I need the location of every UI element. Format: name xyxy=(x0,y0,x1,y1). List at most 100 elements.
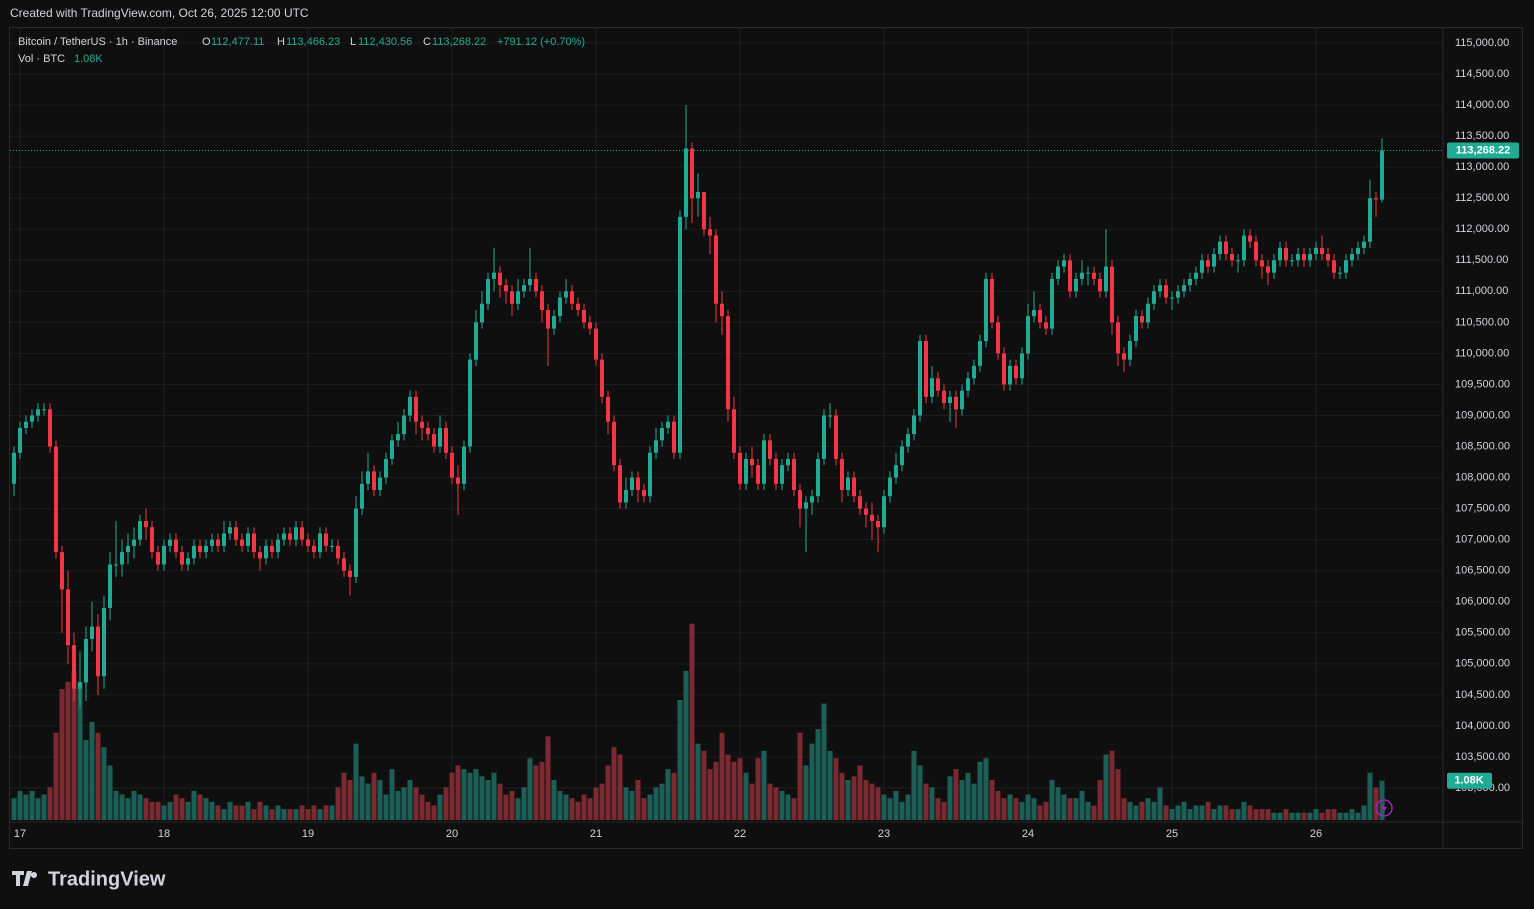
candle-body xyxy=(1248,235,1252,242)
volume-bar xyxy=(1373,787,1379,820)
volume-bar xyxy=(1331,809,1337,820)
candle-body xyxy=(210,539,214,546)
legend: Bitcoin / TetherUS · 1h · Binance O 112,… xyxy=(18,36,585,65)
alert-icon[interactable] xyxy=(1375,799,1393,817)
volume-bar xyxy=(599,783,605,820)
candle-body xyxy=(984,278,988,341)
volume-bar xyxy=(1265,809,1271,820)
candle-body xyxy=(810,496,814,503)
candle-body xyxy=(396,434,400,441)
volume-bar xyxy=(233,805,239,820)
candle-body xyxy=(126,545,130,553)
volume-bar xyxy=(623,787,629,820)
volume-bar xyxy=(1145,798,1151,820)
candle-body xyxy=(1020,353,1024,379)
volume-bar xyxy=(1313,809,1319,820)
volume-bar xyxy=(725,754,731,820)
volume-bar xyxy=(521,787,527,820)
last-price-label: 113,268.22 xyxy=(1456,144,1510,156)
volume-bar xyxy=(863,780,869,820)
volume-bar xyxy=(731,761,737,820)
volume-bar xyxy=(1103,754,1109,820)
volume-bar xyxy=(77,681,83,820)
candle-body xyxy=(312,545,316,553)
volume-bar xyxy=(437,794,443,820)
alert-bolt xyxy=(1381,802,1387,814)
candle-body xyxy=(756,465,760,484)
candle-body xyxy=(162,545,166,565)
candle-body xyxy=(444,427,448,453)
volume-bar xyxy=(1241,801,1247,820)
candle-body xyxy=(1056,266,1060,279)
volume-bar xyxy=(713,761,719,820)
volume-bar xyxy=(1193,805,1199,820)
volume-bar xyxy=(1259,809,1265,820)
volume-bar xyxy=(245,801,251,820)
y-tick-label: 110,500.00 xyxy=(1455,316,1509,328)
candle-body xyxy=(174,539,178,553)
candle-body xyxy=(1308,254,1312,261)
candle-body xyxy=(1092,272,1096,279)
candle-body xyxy=(816,458,820,497)
candle-body xyxy=(1128,341,1132,360)
candle-body xyxy=(258,552,262,559)
candle-body xyxy=(1356,247,1360,255)
candle-body xyxy=(540,291,544,310)
volume-bar xyxy=(227,801,233,820)
x-tick-label: 22 xyxy=(734,828,746,840)
volume-bar xyxy=(935,798,941,820)
volume-bar xyxy=(755,758,761,820)
volume-bar xyxy=(737,758,743,820)
y-tick-label: 108,000.00 xyxy=(1455,471,1510,483)
volume-bar xyxy=(665,769,671,820)
volume-bar xyxy=(965,772,971,820)
candle-body xyxy=(762,440,766,484)
candle-body xyxy=(732,409,736,453)
candle-body xyxy=(144,521,148,528)
volume-bar xyxy=(881,794,887,820)
volume-bar xyxy=(473,769,479,820)
volume-bar xyxy=(1247,805,1253,820)
volume-bar xyxy=(125,798,131,820)
candle-body xyxy=(252,533,256,553)
volume-bar xyxy=(479,776,485,820)
volume-bar xyxy=(443,787,449,820)
candle-body xyxy=(138,521,142,540)
candle-body xyxy=(780,465,784,484)
volume-bar xyxy=(611,747,617,820)
volume-bar xyxy=(71,670,77,820)
volume-bar xyxy=(173,794,179,820)
volume-value: 1.08K xyxy=(74,53,103,65)
y-tick-label: 104,000.00 xyxy=(1455,720,1510,732)
candle-body xyxy=(474,322,478,360)
volume-bar xyxy=(1139,801,1145,820)
candle-body xyxy=(1284,247,1288,261)
volume-bar xyxy=(905,794,911,820)
candle-body xyxy=(1182,285,1186,292)
volume-bar xyxy=(137,794,143,820)
candle-body xyxy=(768,440,772,459)
volume-bar xyxy=(1115,769,1121,820)
candle-body xyxy=(1026,316,1030,354)
candle-body xyxy=(900,446,904,466)
logo: TradingView xyxy=(12,868,166,890)
volume-bar xyxy=(659,783,665,820)
candle-body xyxy=(798,490,802,509)
volume-bar xyxy=(1307,812,1313,820)
y-tick-label: 114,000.00 xyxy=(1455,99,1509,111)
volume-bar xyxy=(1301,812,1307,820)
candle-body xyxy=(114,564,118,566)
candle-body xyxy=(882,496,886,528)
y-tick-label: 112,500.00 xyxy=(1455,192,1509,204)
alert-circle[interactable] xyxy=(1375,799,1393,817)
candle-body xyxy=(384,458,388,478)
volume-bar xyxy=(653,787,659,820)
volume-bar xyxy=(455,765,461,820)
volume-bar xyxy=(545,736,551,820)
volume-bar xyxy=(491,772,497,820)
volume-bar xyxy=(23,794,29,820)
volume-bar xyxy=(641,798,647,820)
candle-body xyxy=(678,216,682,453)
y-tick-label: 115,000.00 xyxy=(1455,37,1509,49)
header: Created with TradingView.com, Oct 26, 20… xyxy=(10,6,309,20)
